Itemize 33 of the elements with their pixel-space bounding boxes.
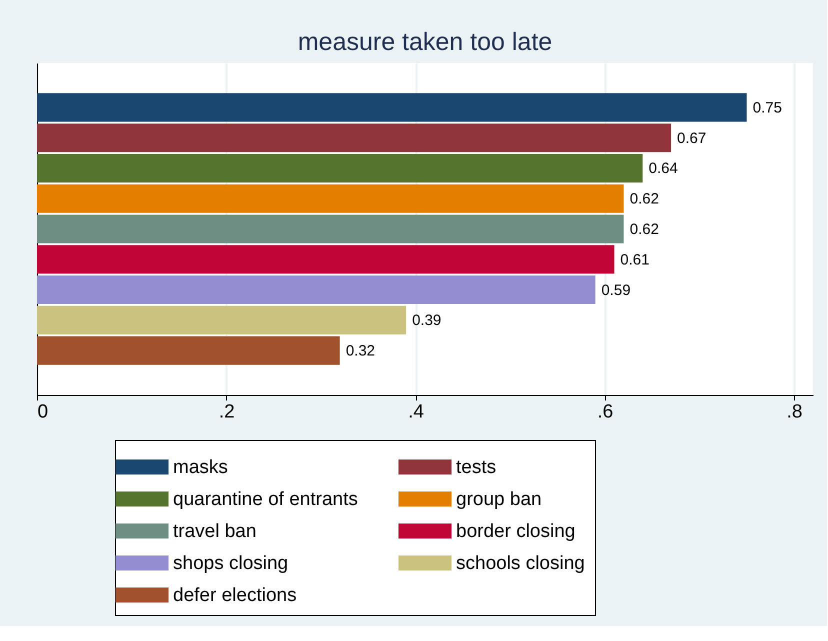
data-label: 0.61: [620, 251, 650, 268]
bar: [37, 124, 672, 152]
data-label: 0.32: [346, 342, 376, 360]
data-label: 0.75: [752, 99, 782, 116]
chart-title: measure taken too late: [298, 28, 552, 56]
bar: [37, 154, 643, 183]
legend-label: tests: [456, 457, 496, 478]
bar: [37, 93, 747, 122]
legend-label: schools closing: [456, 553, 585, 574]
bar: [37, 275, 596, 304]
data-label: 0.67: [677, 130, 706, 147]
legend-label: quarantine of entrants: [173, 489, 358, 510]
data-label: 0.62: [630, 190, 659, 208]
x-tick-label: .6: [597, 402, 614, 422]
x-tick-label: 0: [38, 402, 48, 422]
bar: [37, 336, 340, 365]
legend-label: travel ban: [173, 521, 256, 542]
legend-label: defer elections: [173, 585, 297, 606]
bar: [37, 184, 624, 213]
x-tick-label: .2: [218, 402, 235, 422]
data-label: 0.64: [648, 160, 678, 178]
data-label: 0.39: [412, 312, 442, 330]
legend-label: masks: [173, 457, 228, 478]
bar: [37, 245, 614, 274]
legend-label: border closing: [456, 521, 576, 542]
bar: [37, 214, 624, 244]
x-tick-label: .8: [786, 402, 803, 422]
legend-label: group ban: [456, 489, 542, 510]
data-label: 0.59: [601, 282, 631, 299]
legend-label: shops closing: [173, 553, 288, 574]
data-label: 0.62: [630, 221, 659, 238]
bar: [37, 306, 406, 334]
x-tick-label: .4: [408, 402, 424, 422]
